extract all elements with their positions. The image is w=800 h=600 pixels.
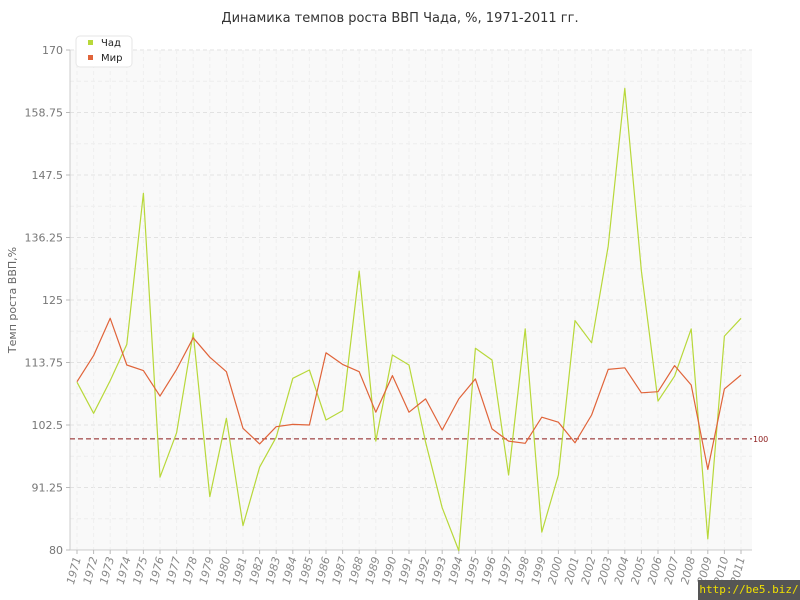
y-tick-label: 136.25 <box>25 232 64 245</box>
plot-background <box>70 50 752 550</box>
y-tick-label: 113.75 <box>25 357 64 370</box>
x-tick-labels: 1971197219731974197519761977197819791980… <box>64 550 748 586</box>
x-grid <box>76 50 742 550</box>
y-tick-label: 102.5 <box>32 419 64 432</box>
y-axis-label: Темп роста ВВП,% <box>6 247 19 354</box>
y-tick-label: 80 <box>49 544 63 557</box>
watermark: http://be5.biz/ <box>698 580 800 600</box>
series-line-chad <box>76 87 742 552</box>
reference-line-group: 100 <box>70 435 768 444</box>
series-line-world <box>76 317 742 470</box>
legend: Чад Мир <box>75 35 133 68</box>
legend-swatch-world <box>88 55 93 60</box>
chart-title: Динамика темпов роста ВВП Чада, %, 1971-… <box>221 11 578 26</box>
y-tick-label: 170 <box>42 44 63 57</box>
y-tick-label: 125 <box>42 294 63 307</box>
legend-swatch-chad <box>88 40 93 45</box>
legend-label-chad: Чад <box>101 38 121 49</box>
legend-label-world: Мир <box>101 53 122 64</box>
reference-line-label: 100 <box>753 435 768 444</box>
grid <box>70 49 752 520</box>
y-tick-labels: 80 91.25 102.5 113.75 125 136.25 147.5 158.75 17… <box>25 44 70 557</box>
y-tick-label: 91.25 <box>32 482 64 495</box>
y-tick-label: 147.5 <box>32 169 64 182</box>
y-tick-label: 158.75 <box>25 107 64 120</box>
series-group <box>76 87 742 552</box>
